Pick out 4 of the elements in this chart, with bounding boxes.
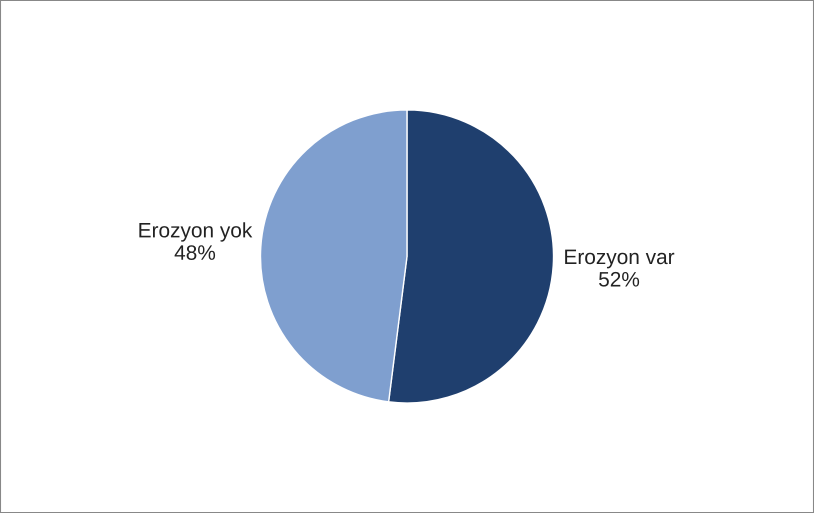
- slice-label: Erozyon var: [565, 250, 674, 268]
- data-label: 48%: [174, 245, 216, 260]
- slice-label: Erozyon yok: [139, 222, 252, 242]
- data-label: 52%: [599, 272, 640, 287]
